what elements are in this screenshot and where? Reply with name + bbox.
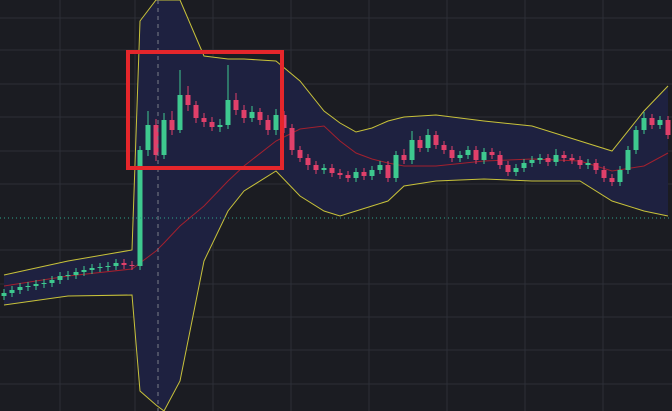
candle-body <box>241 110 247 118</box>
candle-body <box>505 165 511 172</box>
candle-body <box>649 118 655 125</box>
candle-body <box>577 160 583 165</box>
candle-body <box>177 95 183 130</box>
candle-body <box>41 283 47 284</box>
candle-body <box>433 135 439 145</box>
candle-body <box>665 120 671 135</box>
candle-body <box>57 276 63 280</box>
candle-body <box>249 112 255 118</box>
candle-body <box>105 266 111 267</box>
candle-body <box>569 158 575 160</box>
candle-body <box>233 100 239 110</box>
candle-body <box>25 286 31 287</box>
candle-body <box>121 263 127 265</box>
candle-body <box>305 158 311 165</box>
candle-body <box>273 115 279 130</box>
candle-body <box>393 155 399 178</box>
candle-body <box>129 265 135 266</box>
candle-body <box>409 140 415 160</box>
candle-body <box>225 100 231 125</box>
candle-body <box>353 172 359 178</box>
candle-body <box>521 163 527 168</box>
candle-body <box>465 150 471 155</box>
candle-body <box>257 112 263 120</box>
candle-body <box>401 155 407 160</box>
candle-body <box>145 125 151 150</box>
candle-body <box>489 152 495 155</box>
candle-body <box>457 155 463 158</box>
candle-body <box>545 158 551 162</box>
candle-body <box>481 152 487 160</box>
candle-body <box>201 118 207 122</box>
candle-body <box>369 170 375 176</box>
candle-body <box>593 163 599 170</box>
candle-body <box>609 178 615 182</box>
candle-body <box>449 150 455 158</box>
candle-body <box>153 125 159 155</box>
candle-body <box>529 160 535 163</box>
candle-body <box>65 275 71 276</box>
candle-body <box>617 170 623 182</box>
candle-body <box>97 267 103 268</box>
candle-body <box>9 290 15 293</box>
candle-body <box>513 168 519 172</box>
candle-body <box>193 105 199 118</box>
candle-body <box>377 165 383 170</box>
candle-body <box>329 168 335 173</box>
candle-body <box>553 155 559 162</box>
candle-body <box>169 120 175 130</box>
candle-body <box>345 175 351 178</box>
candle-body <box>313 165 319 170</box>
candle-body <box>585 163 591 165</box>
candle-body <box>185 95 191 105</box>
candle-body <box>561 155 567 158</box>
candle-body <box>633 130 639 150</box>
candle-body <box>361 172 367 176</box>
candle-body <box>113 263 119 266</box>
candle-body <box>89 268 95 270</box>
candle-body <box>265 120 271 130</box>
candle-body <box>17 287 23 290</box>
candle-body <box>209 122 215 127</box>
candle-body <box>217 125 223 127</box>
candle-body <box>537 158 543 160</box>
highlight-box <box>126 50 284 170</box>
candle-body <box>625 150 631 170</box>
candle-body <box>297 150 303 158</box>
candle-body <box>33 284 39 286</box>
candle-body <box>289 128 295 150</box>
candle-body <box>425 135 431 148</box>
candle-body <box>1 293 7 296</box>
candle-body <box>657 120 663 125</box>
candle-body <box>441 145 447 150</box>
candle-body <box>641 118 647 130</box>
candle-body <box>137 150 143 266</box>
candle-body <box>73 272 79 275</box>
candle-body <box>81 270 87 272</box>
candle-body <box>161 120 167 155</box>
candle-body <box>337 173 343 175</box>
candle-body <box>473 150 479 160</box>
band-upper <box>3 0 669 276</box>
candle-body <box>417 140 423 148</box>
candle-body <box>497 155 503 165</box>
band-fill <box>4 0 668 411</box>
candle-body <box>321 168 327 170</box>
candle-body <box>49 280 55 283</box>
band-lower <box>3 170 669 411</box>
candle-body <box>601 170 607 178</box>
candle-body <box>385 165 391 178</box>
